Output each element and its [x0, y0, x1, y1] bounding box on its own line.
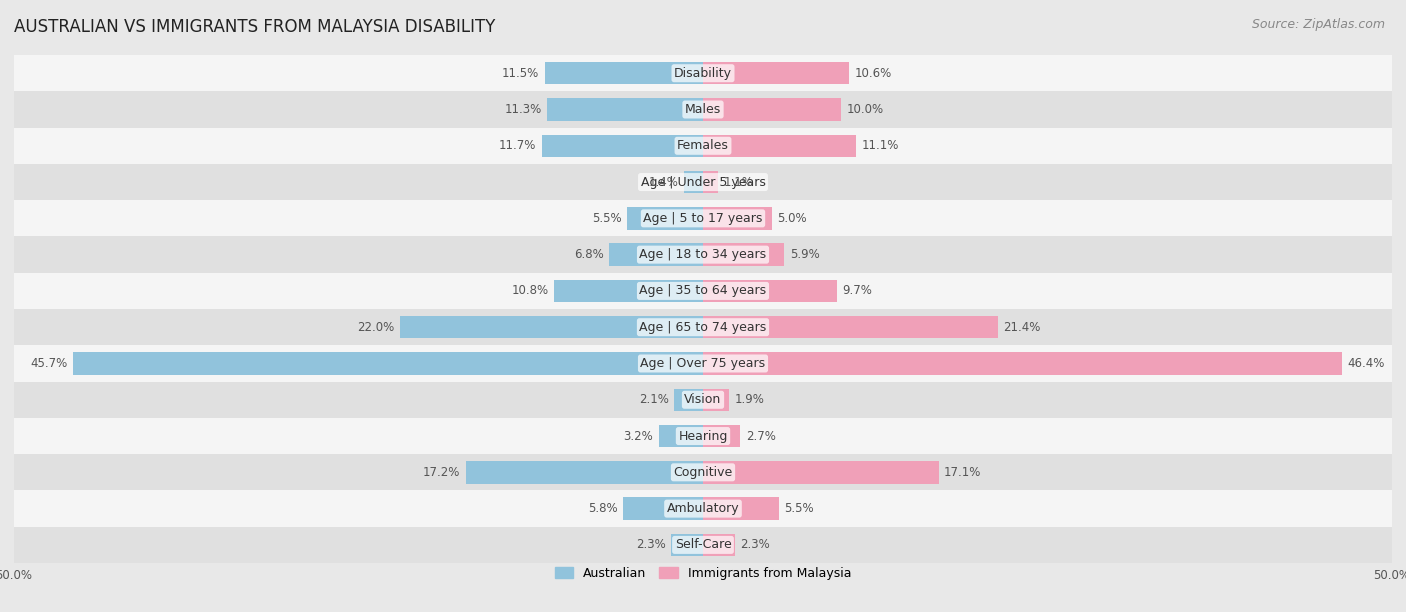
Text: 21.4%: 21.4% [1004, 321, 1040, 334]
Text: 22.0%: 22.0% [357, 321, 394, 334]
Text: Age | Over 75 years: Age | Over 75 years [641, 357, 765, 370]
Text: 10.0%: 10.0% [846, 103, 883, 116]
Bar [703, 389, 730, 411]
Text: Source: ZipAtlas.com: Source: ZipAtlas.com [1251, 18, 1385, 31]
Text: Age | 18 to 34 years: Age | 18 to 34 years [640, 248, 766, 261]
Text: 9.7%: 9.7% [842, 285, 872, 297]
Bar [627, 207, 703, 230]
Bar [703, 461, 939, 483]
Text: Males: Males [685, 103, 721, 116]
Bar [703, 280, 837, 302]
Bar [14, 236, 1392, 273]
Bar [703, 316, 998, 338]
Bar [703, 498, 779, 520]
Text: Hearing: Hearing [678, 430, 728, 442]
Bar [14, 418, 1392, 454]
Bar [465, 461, 703, 483]
Bar [399, 316, 703, 338]
Bar [541, 135, 703, 157]
Text: 2.3%: 2.3% [740, 539, 770, 551]
Text: Age | Under 5 years: Age | Under 5 years [641, 176, 765, 188]
Text: 5.0%: 5.0% [778, 212, 807, 225]
Text: Age | 5 to 17 years: Age | 5 to 17 years [644, 212, 762, 225]
Bar [623, 498, 703, 520]
Text: Cognitive: Cognitive [673, 466, 733, 479]
Text: 10.8%: 10.8% [512, 285, 548, 297]
Bar [703, 207, 772, 230]
Bar [671, 534, 703, 556]
Bar [703, 425, 740, 447]
Bar [703, 534, 735, 556]
Text: 6.8%: 6.8% [574, 248, 603, 261]
Text: Females: Females [678, 140, 728, 152]
Bar [703, 99, 841, 121]
Text: 2.7%: 2.7% [745, 430, 776, 442]
Legend: Australian, Immigrants from Malaysia: Australian, Immigrants from Malaysia [550, 562, 856, 584]
Text: 11.5%: 11.5% [502, 67, 538, 80]
Text: 11.3%: 11.3% [505, 103, 541, 116]
Text: Disability: Disability [673, 67, 733, 80]
Text: 45.7%: 45.7% [31, 357, 67, 370]
Text: 5.8%: 5.8% [588, 502, 617, 515]
Bar [14, 490, 1392, 527]
Text: 46.4%: 46.4% [1348, 357, 1385, 370]
Text: 5.9%: 5.9% [790, 248, 820, 261]
Bar [703, 244, 785, 266]
Bar [73, 353, 703, 375]
Bar [544, 62, 703, 84]
Bar [609, 244, 703, 266]
Text: 5.5%: 5.5% [785, 502, 814, 515]
Bar [703, 62, 849, 84]
Bar [547, 99, 703, 121]
Text: Age | 35 to 64 years: Age | 35 to 64 years [640, 285, 766, 297]
Text: AUSTRALIAN VS IMMIGRANTS FROM MALAYSIA DISABILITY: AUSTRALIAN VS IMMIGRANTS FROM MALAYSIA D… [14, 18, 495, 36]
Bar [703, 135, 856, 157]
Bar [14, 454, 1392, 490]
Bar [683, 171, 703, 193]
Bar [14, 309, 1392, 345]
Bar [14, 128, 1392, 164]
Text: 1.9%: 1.9% [735, 394, 765, 406]
Text: Age | 65 to 74 years: Age | 65 to 74 years [640, 321, 766, 334]
Text: 2.1%: 2.1% [638, 394, 669, 406]
Bar [703, 171, 718, 193]
Bar [14, 345, 1392, 382]
Bar [14, 200, 1392, 236]
Text: Vision: Vision [685, 394, 721, 406]
Text: 3.2%: 3.2% [624, 430, 654, 442]
Text: 17.1%: 17.1% [945, 466, 981, 479]
Text: 11.7%: 11.7% [499, 140, 536, 152]
Text: 11.1%: 11.1% [862, 140, 898, 152]
Bar [14, 527, 1392, 563]
Text: 5.5%: 5.5% [592, 212, 621, 225]
Bar [673, 389, 703, 411]
Text: 17.2%: 17.2% [423, 466, 461, 479]
Bar [14, 382, 1392, 418]
Bar [659, 425, 703, 447]
Bar [703, 353, 1343, 375]
Bar [14, 55, 1392, 91]
Text: Self-Care: Self-Care [675, 539, 731, 551]
Bar [554, 280, 703, 302]
Bar [14, 91, 1392, 128]
Bar [14, 164, 1392, 200]
Text: 2.3%: 2.3% [636, 539, 666, 551]
Text: 1.1%: 1.1% [724, 176, 754, 188]
Text: 1.4%: 1.4% [648, 176, 678, 188]
Text: Ambulatory: Ambulatory [666, 502, 740, 515]
Text: 10.6%: 10.6% [855, 67, 891, 80]
Bar [14, 273, 1392, 309]
